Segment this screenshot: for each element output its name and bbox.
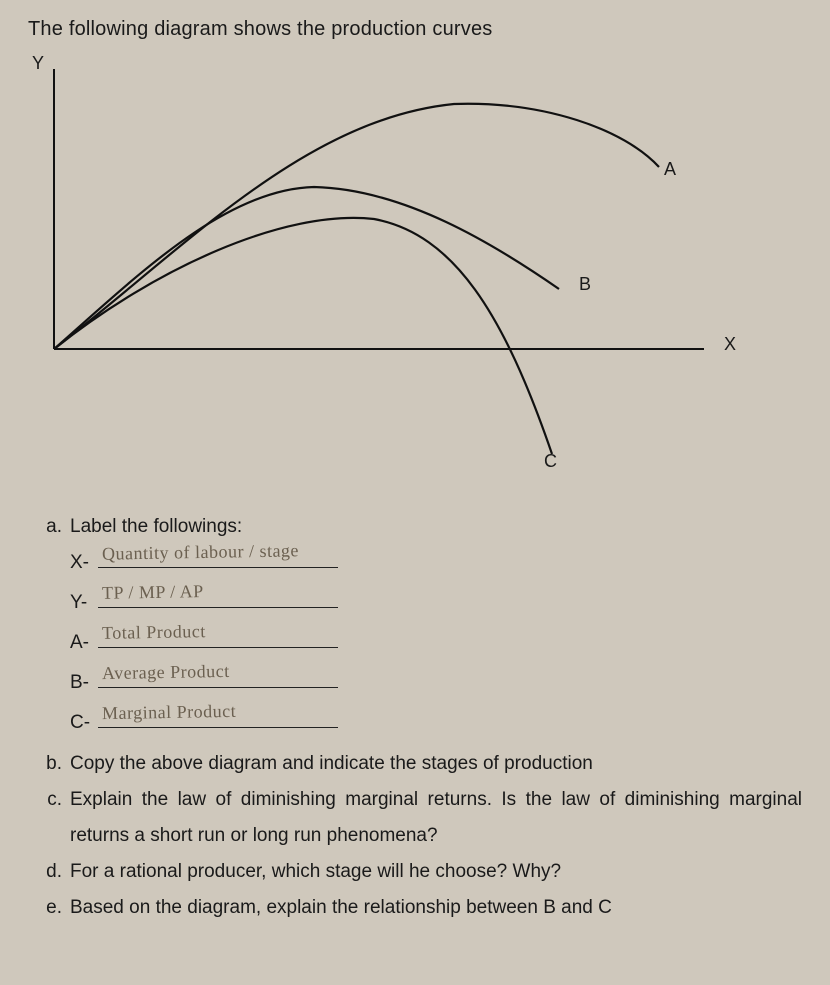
question-a-letter: a. xyxy=(28,509,70,746)
blank-c-answer: Marginal Product xyxy=(102,694,237,731)
blank-b-answer: Average Product xyxy=(102,654,230,690)
blank-y-answer: TP / MP / AP xyxy=(102,574,204,610)
blank-x-line: Quantity of labour / stage xyxy=(98,545,338,568)
question-b-text: Copy the above diagram and indicate the … xyxy=(70,746,802,782)
blank-a-label: A- xyxy=(70,625,98,661)
question-d: d. For a rational producer, which stage … xyxy=(28,854,802,890)
blank-x-answer: Quantity of labour / stage xyxy=(102,533,300,571)
question-e: e. Based on the diagram, explain the rel… xyxy=(28,890,802,926)
question-e-text: Based on the diagram, explain the relati… xyxy=(70,890,802,926)
blank-a-line: Total Product xyxy=(98,625,338,648)
blank-c-line: Marginal Product xyxy=(98,705,338,728)
blank-a-answer: Total Product xyxy=(102,614,206,650)
blank-c-label: C- xyxy=(70,705,98,741)
blank-b-label: B- xyxy=(70,665,98,701)
curve-b xyxy=(54,187,559,349)
curve-a-label: A xyxy=(664,159,676,180)
page-title: The following diagram shows the producti… xyxy=(28,18,802,41)
question-c-letter: c. xyxy=(28,782,70,854)
questions-block: a. Label the followings: X- Quantity of … xyxy=(28,509,802,926)
curve-a xyxy=(54,104,659,349)
question-d-text: For a rational producer, which stage wil… xyxy=(70,854,802,890)
blank-y-label: Y- xyxy=(70,585,98,621)
blank-y-line: TP / MP / AP xyxy=(98,585,338,608)
y-axis-label: Y xyxy=(32,53,44,74)
question-b: b. Copy the above diagram and indicate t… xyxy=(28,746,802,782)
chart-svg xyxy=(24,59,744,479)
production-curves-chart: Y A B C X xyxy=(24,59,802,479)
question-c: c. Explain the law of diminishing margin… xyxy=(28,782,802,854)
blank-b-line: Average Product xyxy=(98,665,338,688)
question-d-letter: d. xyxy=(28,854,70,890)
curve-c xyxy=(54,218,552,454)
question-e-letter: e. xyxy=(28,890,70,926)
blank-c-row: C- Marginal Product xyxy=(70,705,802,741)
curve-b-label: B xyxy=(579,274,591,295)
curve-c-label: C xyxy=(544,451,557,472)
question-a: a. Label the followings: X- Quantity of … xyxy=(28,509,802,746)
x-axis-label: X xyxy=(724,334,812,355)
question-c-text: Explain the law of diminishing marginal … xyxy=(70,782,802,854)
question-b-letter: b. xyxy=(28,746,70,782)
blank-x-label: X- xyxy=(70,545,98,581)
